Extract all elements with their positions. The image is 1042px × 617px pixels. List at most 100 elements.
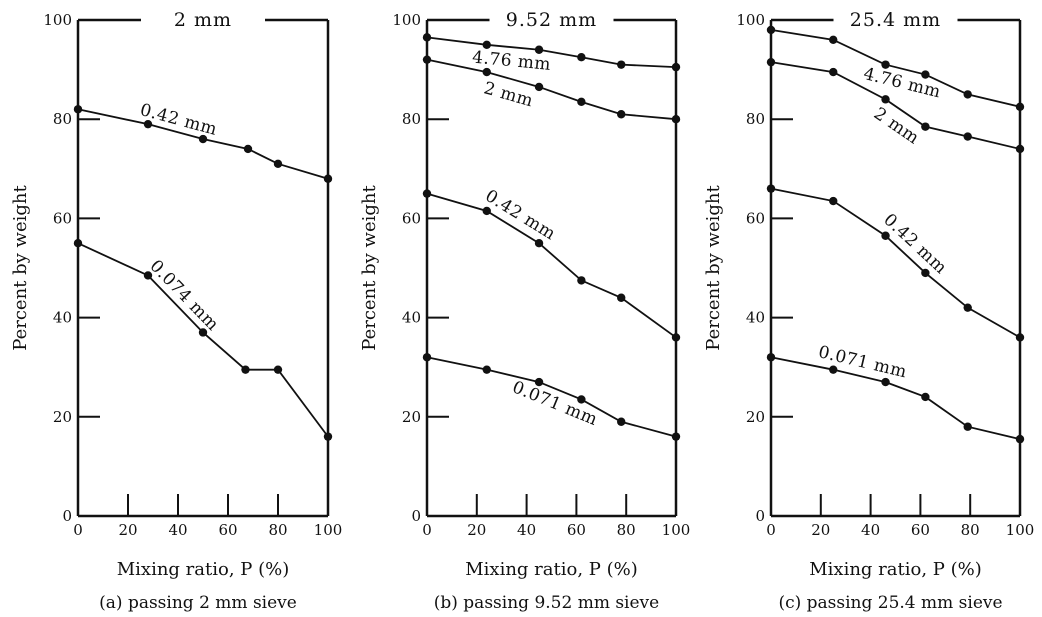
data-point xyxy=(617,417,626,426)
series-label: 0.071 mm xyxy=(509,377,600,430)
x-tick-label: 0 xyxy=(73,521,83,539)
x-tick-label: 20 xyxy=(118,521,137,539)
data-point xyxy=(617,110,626,119)
x-tick-label: 80 xyxy=(268,521,287,539)
data-point xyxy=(143,119,153,129)
data-point xyxy=(963,90,972,99)
y-tick-label: 0 xyxy=(755,507,765,525)
series-0.074-mm: 0.074 mm xyxy=(73,239,333,441)
data-point xyxy=(766,353,776,362)
data-point xyxy=(1015,434,1025,444)
data-point xyxy=(921,392,930,402)
data-point xyxy=(577,395,586,404)
data-point xyxy=(963,422,972,431)
data-point xyxy=(671,62,681,72)
data-point xyxy=(766,25,776,35)
x-axis-label: Mixing ratio, P (%) xyxy=(465,559,638,580)
x-tick-label: 100 xyxy=(662,521,691,539)
series-4.76-mm: 4.76 mm xyxy=(422,33,681,75)
y-tick-label: 40 xyxy=(402,309,421,327)
series-line xyxy=(426,36,677,69)
x-tick-label: 40 xyxy=(861,521,880,539)
y-tick-label: 100 xyxy=(736,11,765,29)
series-label: 4.76 mm xyxy=(861,64,942,103)
chart-panel-1: 2 mm 0 20 40 60 80 100 0 20 40 60 80 100 Percent by w… xyxy=(10,9,342,613)
data-point xyxy=(143,271,153,280)
chart-title: 9.52 mm xyxy=(506,9,597,31)
series-label: 2 mm xyxy=(870,104,923,149)
data-point xyxy=(73,105,83,114)
data-point xyxy=(671,115,681,124)
data-point xyxy=(422,189,432,198)
panel-caption: (a) passing 2 mm sieve xyxy=(99,593,297,613)
data-point xyxy=(921,268,930,278)
data-point xyxy=(963,303,972,312)
panel-caption: (c) passing 25.4 mm sieve xyxy=(778,593,1002,613)
panel-caption: (b) passing 9.52 mm sieve xyxy=(434,593,659,613)
data-point xyxy=(963,132,972,141)
data-point xyxy=(617,293,626,302)
y-tick-label: 100 xyxy=(392,11,421,29)
data-point xyxy=(577,53,586,62)
data-point xyxy=(534,239,544,248)
data-point xyxy=(198,328,208,337)
y-tick-label: 80 xyxy=(746,110,765,128)
series-line xyxy=(426,58,677,121)
data-point xyxy=(534,377,544,387)
series-0.071-mm: 0.071 mm xyxy=(766,342,1025,444)
data-point xyxy=(881,231,890,240)
series-line xyxy=(770,61,1021,150)
y-tick-label: 20 xyxy=(746,408,765,426)
data-point xyxy=(1015,102,1025,112)
y-tick-label: 40 xyxy=(53,309,72,327)
series-label: 0.42 mm xyxy=(138,100,219,140)
data-point xyxy=(422,33,432,42)
data-point xyxy=(482,365,491,374)
data-point xyxy=(273,159,283,169)
y-tick-label: 100 xyxy=(43,11,72,29)
x-tick-label: 100 xyxy=(314,521,343,539)
data-point xyxy=(829,35,838,45)
x-tick-label: 60 xyxy=(911,521,930,539)
data-point xyxy=(534,45,544,54)
series-line xyxy=(77,242,329,438)
chart-title: 2 mm xyxy=(174,9,232,31)
chart-panel-2: 9.52 mm 0 20 40 60 80 100 0 20 40 60 80 100 Percent b… xyxy=(359,9,690,613)
chart-title: 25.4 mm xyxy=(850,9,941,31)
y-tick-label: 60 xyxy=(746,209,765,227)
data-point xyxy=(881,60,890,69)
chart-panel-3: 25.4 mm 0 20 40 60 80 100 0 20 40 60 80 100 Percent b… xyxy=(703,9,1034,613)
series-line xyxy=(77,108,329,180)
series-0.071-mm: 0.071 mm xyxy=(422,353,681,441)
x-tick-label: 0 xyxy=(766,521,776,539)
series-0.42-mm: 0.42 mm xyxy=(422,186,681,342)
series-line xyxy=(770,356,1021,440)
data-point xyxy=(1015,333,1025,342)
x-axis-label: Mixing ratio, P (%) xyxy=(117,559,290,580)
data-point xyxy=(323,174,333,183)
y-axis-label: Percent by weight xyxy=(10,185,31,351)
y-tick-label: 40 xyxy=(746,309,765,327)
data-point xyxy=(921,122,930,131)
data-point xyxy=(881,377,890,387)
y-axis-label: Percent by weight xyxy=(703,185,724,351)
series-0.42-mm: 0.42 mm xyxy=(73,100,333,183)
series-0.42-mm: 0.42 mm xyxy=(766,184,1025,342)
data-point xyxy=(273,365,283,374)
y-tick-label: 60 xyxy=(402,209,421,227)
y-tick-label: 0 xyxy=(62,507,72,525)
data-point xyxy=(482,67,491,77)
y-tick-label: 60 xyxy=(53,209,72,227)
data-point xyxy=(73,239,83,248)
series-line xyxy=(770,29,1021,108)
data-point xyxy=(881,95,890,104)
data-point xyxy=(482,206,491,216)
data-point xyxy=(422,55,432,64)
series-label: 0.42 mm xyxy=(879,210,950,279)
series-line xyxy=(426,192,677,339)
data-point xyxy=(243,144,253,154)
y-tick-label: 80 xyxy=(402,110,421,128)
data-point xyxy=(829,67,838,77)
data-point xyxy=(766,184,776,193)
data-point xyxy=(422,353,432,362)
